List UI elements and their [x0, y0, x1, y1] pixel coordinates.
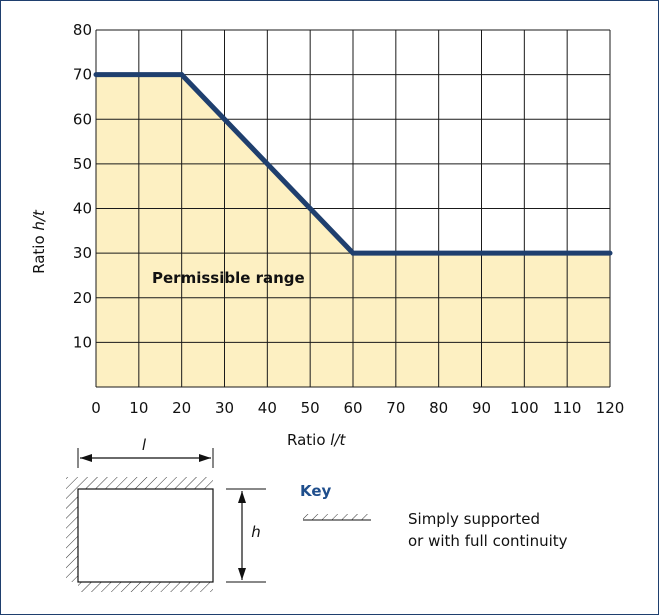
- x-tick-label: 0: [91, 399, 101, 417]
- length-symbol: l: [142, 436, 147, 454]
- y-tick-label: 20: [73, 289, 92, 307]
- limit-line: [93, 72, 613, 256]
- key-hatch-symbol: [303, 514, 371, 520]
- x-tick-label: 10: [129, 399, 148, 417]
- y-tick-label: 30: [73, 244, 92, 262]
- key: Key Simply supported or with full contin…: [300, 482, 568, 550]
- x-tick-label: 120: [596, 399, 625, 417]
- arrow-right: [199, 454, 211, 462]
- x-tick-label: 110: [553, 399, 582, 417]
- x-tick-label: 100: [510, 399, 539, 417]
- y-tick-label: 80: [73, 21, 92, 39]
- x-tick-label: 70: [386, 399, 405, 417]
- region-label: Permissible range: [152, 269, 305, 287]
- x-tick-label: 30: [215, 399, 234, 417]
- arrow-down: [238, 568, 246, 580]
- key-title: Key: [300, 482, 332, 500]
- hatch-bottom: [78, 582, 213, 592]
- y-tick-label: 40: [73, 200, 92, 218]
- height-symbol: h: [251, 523, 261, 541]
- x-tick-label: 50: [301, 399, 320, 417]
- x-tick-label: 40: [258, 399, 277, 417]
- arrow-left: [80, 454, 92, 462]
- key-line-2: or with full continuity: [408, 532, 568, 550]
- x-tick-label: 60: [343, 399, 362, 417]
- x-tick-label: 80: [429, 399, 448, 417]
- y-tick-label: 70: [73, 66, 92, 84]
- arrow-up: [238, 491, 246, 503]
- y-tick-label: 50: [73, 155, 92, 173]
- slab-diagram: l h: [66, 436, 266, 592]
- x-tick-label: 90: [472, 399, 491, 417]
- hatch-top: [78, 477, 213, 489]
- y-tick-label: 10: [73, 333, 92, 351]
- hatch-left: [66, 477, 78, 582]
- key-line-1: Simply supported: [408, 510, 540, 528]
- x-tick-label: 20: [172, 399, 191, 417]
- slab-panel: [77, 488, 214, 583]
- y-axis-label: Ratio h/t: [30, 209, 48, 274]
- y-tick-label: 60: [73, 110, 92, 128]
- x-axis-label: Ratio l/t: [287, 431, 347, 449]
